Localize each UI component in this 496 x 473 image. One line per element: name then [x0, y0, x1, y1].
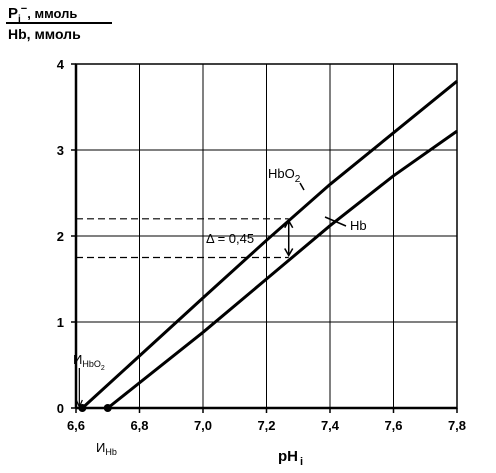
delta-label: Δ = 0,45	[206, 231, 254, 246]
x-tick-label: 6,8	[130, 418, 148, 433]
x-tick-label: 7,0	[194, 418, 212, 433]
grid	[76, 64, 457, 408]
series-label-hbo2-leader	[299, 182, 305, 191]
delta-arrow-head-down	[284, 248, 294, 258]
x-tick-label: 7,4	[321, 418, 340, 433]
iso-label-hbo2: ИHbO2	[73, 352, 105, 372]
series-label-hb: Hb	[350, 218, 367, 233]
y-tick-label: 1	[57, 315, 64, 330]
series-line-hbo2	[81, 80, 458, 410]
y-label-numerator: Pi−, ммоль	[8, 3, 77, 25]
iso-label-hb: ИHb	[96, 440, 117, 457]
y-tick-label: 0	[57, 401, 64, 416]
x-tick-label: 7,6	[384, 418, 402, 433]
iso-point-hb	[103, 404, 112, 412]
axes: 6,6 6,8 7,0 7,2 7,4 7,6 7,8 0 1 2 3 4	[57, 57, 466, 433]
x-label: pH i	[278, 448, 303, 468]
y-tick-label: 4	[57, 57, 65, 72]
y-tick-label: 2	[57, 229, 64, 244]
series-label-hbo2: HbO2	[268, 166, 301, 185]
series-layer	[78, 80, 458, 412]
annotations	[75, 218, 294, 409]
series-line-hb	[106, 129, 458, 410]
y-tick-label: 3	[57, 143, 64, 158]
x-tick-label: 6,6	[67, 418, 85, 433]
delta-arrow-head-up	[284, 219, 294, 229]
x-tick-label: 7,8	[448, 418, 466, 433]
y-label-denominator: Hb, ммоль	[8, 26, 81, 42]
x-tick-label: 7,2	[257, 418, 275, 433]
series-label-hb-leader	[324, 216, 347, 227]
iso-hbo2-arrow	[75, 399, 83, 409]
